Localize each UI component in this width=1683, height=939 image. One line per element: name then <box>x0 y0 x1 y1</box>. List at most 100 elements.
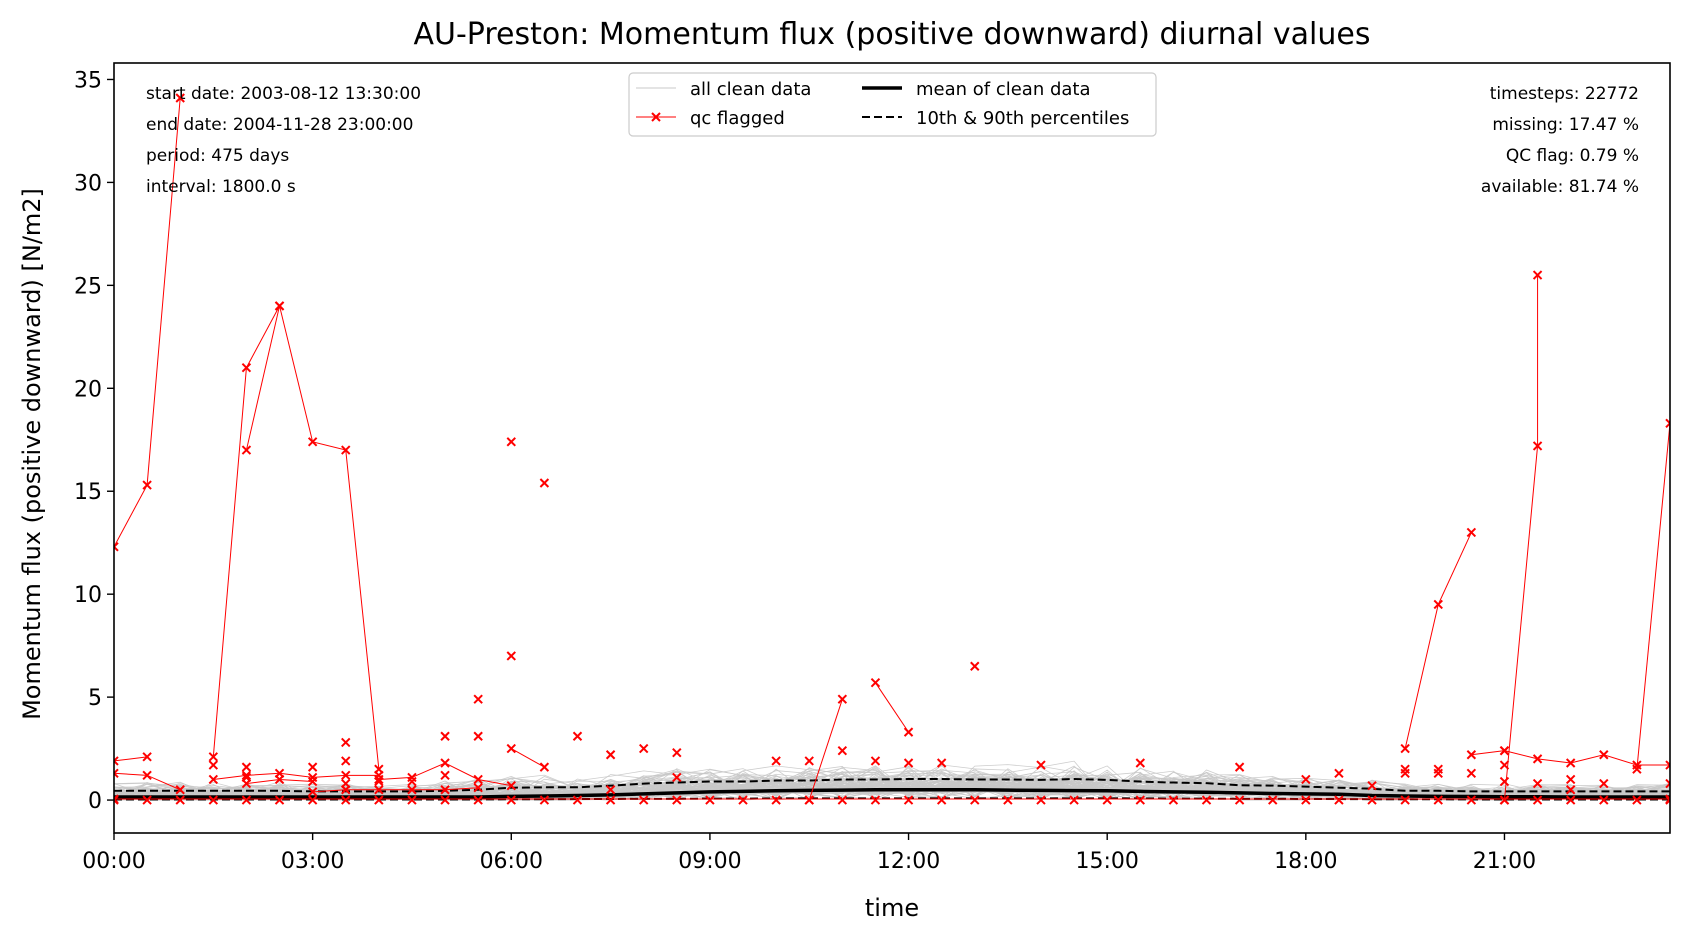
qc-flagged-marker <box>208 760 219 770</box>
stat-timesteps: timesteps: 22772 <box>1490 84 1639 104</box>
stat-start-date: start date: 2003-08-12 13:30:00 <box>146 84 421 104</box>
x-tick-label: 03:00 <box>281 849 344 874</box>
qc-flagged-marker <box>1367 795 1377 805</box>
qc-flagged-marker <box>870 677 881 688</box>
qc-flagged-marker <box>837 795 848 805</box>
qc-flagged-marker <box>804 795 814 805</box>
qc-flagged-marker <box>175 93 185 103</box>
qc-flagged-line <box>1636 423 1670 770</box>
qc-flagged-marker <box>274 774 285 785</box>
qc-flagged-marker <box>407 776 417 787</box>
legend: all clean data mean of clean data qc fla… <box>628 72 1157 137</box>
qc-flagged-marker <box>274 795 285 805</box>
qc-flagged-marker <box>142 752 152 762</box>
qc-flagged-marker <box>473 782 483 793</box>
qc-flagged-marker <box>1466 527 1477 538</box>
qc-flagged-marker <box>341 737 351 748</box>
qc-flagged-marker <box>638 795 649 805</box>
x-tick-label: 12:00 <box>877 849 940 874</box>
qc-flagged-marker <box>341 756 351 766</box>
legend-label-clean: all clean data <box>690 79 811 100</box>
qc-flagged-marker <box>672 795 682 805</box>
qc-flagged-marker <box>506 743 516 754</box>
qc-flagged-marker <box>870 795 881 805</box>
qc-flagged-marker <box>1400 743 1410 754</box>
qc-flagged-line <box>511 748 545 768</box>
qc-flagged-line <box>213 772 379 780</box>
qc-flagged-marker <box>307 776 318 787</box>
qc-flagged-marker <box>1400 795 1410 805</box>
qc-flagged-marker <box>1367 780 1377 791</box>
qc-flagged-marker <box>407 785 417 795</box>
y-tick-label: 20 <box>74 377 102 402</box>
qc-flagged-marker <box>208 795 219 805</box>
qc-flagged-marker <box>1234 762 1245 772</box>
qc-flagged-marker <box>705 795 715 805</box>
qc-flagged-marker <box>473 694 483 704</box>
y-tick-label: 15 <box>74 480 102 505</box>
qc-flagged-marker <box>440 770 450 781</box>
qc-flagged-marker <box>374 795 384 805</box>
qc-flagged-marker <box>837 745 848 756</box>
qc-flagged-marker <box>1565 785 1576 795</box>
qc-flagged-marker <box>241 362 252 373</box>
qc-flagged-marker <box>1135 758 1146 768</box>
qc-flagged-marker <box>572 795 583 805</box>
qc-flagged-marker <box>1301 795 1311 805</box>
y-tick-label: 35 <box>74 68 102 93</box>
qc-flagged-marker <box>1665 418 1670 429</box>
qc-flagged-marker <box>1433 795 1443 805</box>
qc-flagged-line <box>1504 750 1670 766</box>
p90-percentile-line <box>114 778 1670 793</box>
plot-frame <box>113 62 1671 834</box>
qc-flagged-marker <box>341 445 351 455</box>
qc-flagged-marker <box>1201 795 1212 805</box>
qc-flagged-marker <box>870 756 881 766</box>
qc-flagged-marker <box>1036 795 1046 805</box>
qc-flagged-line <box>808 699 843 801</box>
qc-flagged-marker <box>440 731 450 741</box>
qc-flagged-marker <box>440 795 450 805</box>
qc-flagged-marker <box>241 770 252 781</box>
qc-flagged-data <box>114 93 1670 805</box>
qc-flagged-marker <box>771 756 781 766</box>
qc-flagged-marker <box>114 768 119 779</box>
qc-flagged-marker <box>1433 599 1443 610</box>
qc-flagged-marker <box>473 731 483 741</box>
qc-flagged-marker <box>936 758 947 768</box>
qc-flagged-marker <box>374 776 384 787</box>
qc-flagged-marker <box>208 752 219 762</box>
legend-box <box>628 72 1157 137</box>
qc-flagged-marker <box>1599 750 1609 760</box>
qc-flagged-marker <box>1268 795 1278 805</box>
qc-flagged-marker <box>241 772 252 783</box>
qc-flagged-marker <box>241 795 252 805</box>
y-axis-ticks: 0 5 10 15 20 25 30 35 <box>74 68 114 814</box>
qc-flagged-marker <box>903 758 914 768</box>
qc-flagged-marker <box>241 445 252 455</box>
qc-flagged-marker <box>539 795 550 805</box>
y-tick-label: 10 <box>74 583 102 608</box>
qc-flagged-marker <box>142 795 152 805</box>
qc-flagged-marker <box>175 795 185 805</box>
qc-flagged-marker <box>1565 758 1576 768</box>
x-tick-label: 21:00 <box>1473 849 1536 874</box>
x-axis-ticks: 00:00 03:00 06:00 09:00 12:00 15:00 18:00 21:00 <box>82 833 1536 874</box>
x-axis-label: time <box>865 894 919 922</box>
qc-flagged-marker <box>473 795 483 805</box>
legend-marker-qc <box>651 112 661 122</box>
qc-flagged-marker <box>804 756 814 766</box>
qc-flagged-marker <box>1135 795 1146 805</box>
qc-flagged-marker <box>142 770 152 781</box>
stat-end-date: end date: 2004-11-28 23:00:00 <box>146 115 413 135</box>
qc-flagged-marker <box>307 437 318 447</box>
qc-flagged-marker <box>1665 778 1670 789</box>
qc-flagged-marker <box>1532 754 1543 764</box>
y-tick-label: 0 <box>88 789 102 814</box>
qc-flagged-marker <box>341 778 351 789</box>
qc-flagged-marker <box>114 756 119 766</box>
y-axis-label: Momentum flux (positive downward) [N/m2] <box>18 188 46 720</box>
qc-flagged-marker <box>407 795 417 805</box>
legend-label-mean: mean of clean data <box>916 79 1091 100</box>
x-tick-label: 15:00 <box>1075 849 1138 874</box>
